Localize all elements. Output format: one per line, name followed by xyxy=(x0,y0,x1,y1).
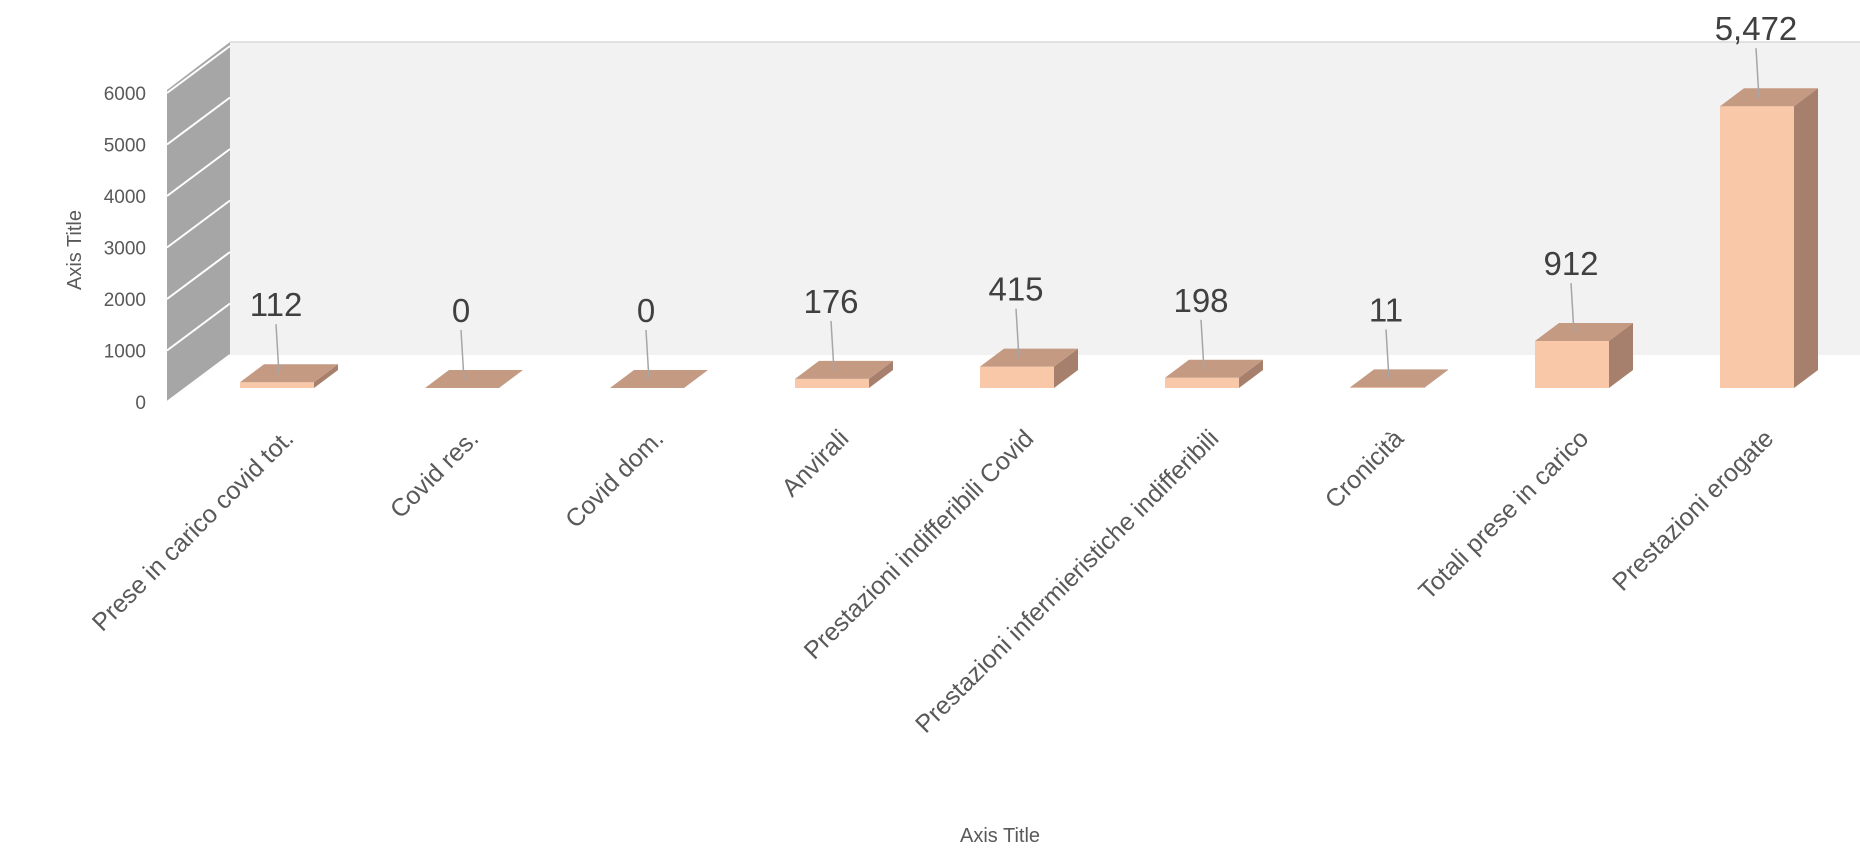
bar-side xyxy=(1794,88,1818,388)
y-gridline xyxy=(166,354,231,403)
bar xyxy=(1720,88,1818,388)
bar-top xyxy=(425,370,523,388)
x-tick-label: Prestazioni infermieristiche indifferibi… xyxy=(910,424,1224,738)
x-tick-label: Covid res. xyxy=(385,424,484,523)
leader-line xyxy=(460,329,465,381)
bar-front xyxy=(980,366,1054,388)
bar-front xyxy=(1535,341,1609,388)
leader-line xyxy=(1200,319,1205,370)
bar xyxy=(240,364,338,388)
x-tick-label: Anvirali xyxy=(776,424,854,502)
bar-top xyxy=(795,360,893,379)
data-label: 415 xyxy=(988,271,1043,308)
bar xyxy=(795,360,893,388)
bar-side xyxy=(1239,359,1263,388)
leader-line xyxy=(1755,48,1760,99)
bar-top xyxy=(240,364,338,383)
x-tick-label: Covid dom. xyxy=(560,424,669,533)
data-label: 11 xyxy=(1369,291,1403,328)
side-wall xyxy=(167,42,230,402)
x-tick-label: Prestazioni erogate xyxy=(1607,424,1779,596)
bar-top xyxy=(980,348,1078,367)
leader-line xyxy=(1570,282,1575,334)
y-axis-title: Axis Title xyxy=(64,210,86,290)
y-gridline xyxy=(166,302,231,352)
leader-line xyxy=(1385,329,1390,380)
y-gridline xyxy=(166,45,231,94)
bar-top xyxy=(1165,359,1263,378)
bar xyxy=(980,348,1078,388)
y-tick-label: 4000 xyxy=(104,187,146,208)
bar-top xyxy=(1350,369,1448,388)
y-tick-label: 5000 xyxy=(104,136,146,157)
bar-top xyxy=(1720,88,1818,107)
bar-side xyxy=(314,364,338,388)
bar-front xyxy=(240,382,314,388)
leader-line xyxy=(645,329,650,381)
leader-line xyxy=(1015,308,1020,359)
bar-side xyxy=(869,360,893,388)
y-gridline xyxy=(166,251,231,300)
leader-line xyxy=(830,320,835,371)
bar xyxy=(1535,323,1633,388)
y-axis: 0 1000 2000 3000 4000 5000 6000 xyxy=(104,45,231,414)
y-tick-label: 1000 xyxy=(104,342,146,363)
x-tick-label: Totali prese in carico xyxy=(1413,424,1594,605)
bar-side xyxy=(1054,348,1078,388)
bar-front xyxy=(1720,106,1794,388)
bar xyxy=(425,370,523,388)
bar-front xyxy=(795,378,869,388)
data-label: 912 xyxy=(1543,245,1598,282)
bar xyxy=(1165,359,1263,388)
data-label: 0 xyxy=(452,292,470,329)
bars xyxy=(240,88,1818,388)
bar-side xyxy=(1609,323,1633,388)
leader-line xyxy=(275,324,280,375)
bar-front xyxy=(1165,377,1239,388)
y-tick-label: 3000 xyxy=(104,239,146,260)
x-tick-label: Prese in carico covid tot. xyxy=(87,424,299,636)
y-tick-label: 0 xyxy=(135,393,146,414)
back-wall xyxy=(230,42,1860,355)
y-gridline xyxy=(166,96,231,146)
data-labels: 112 0 0 176 415 198 11 912 5,472 xyxy=(250,10,1798,381)
data-label: 176 xyxy=(803,283,858,320)
y-tick-label: 2000 xyxy=(104,290,146,311)
bar xyxy=(1350,369,1448,388)
y-tick-label: 6000 xyxy=(104,84,146,105)
bar-top xyxy=(1535,323,1633,342)
x-axis: Prese in carico covid tot. Covid res. Covi… xyxy=(87,424,1779,738)
bar xyxy=(610,370,708,388)
x-tick-label: Cronicità xyxy=(1320,424,1410,514)
bar-top xyxy=(610,370,708,388)
data-label: 5,472 xyxy=(1715,10,1798,47)
data-label: 198 xyxy=(1173,282,1228,319)
y-gridline xyxy=(166,199,231,249)
bar-side xyxy=(1424,369,1448,388)
y-gridline xyxy=(166,148,231,197)
data-label: 0 xyxy=(637,292,655,329)
x-axis-title: Axis Title xyxy=(960,825,1040,847)
data-label: 112 xyxy=(250,286,303,323)
bar-front xyxy=(1350,387,1424,388)
